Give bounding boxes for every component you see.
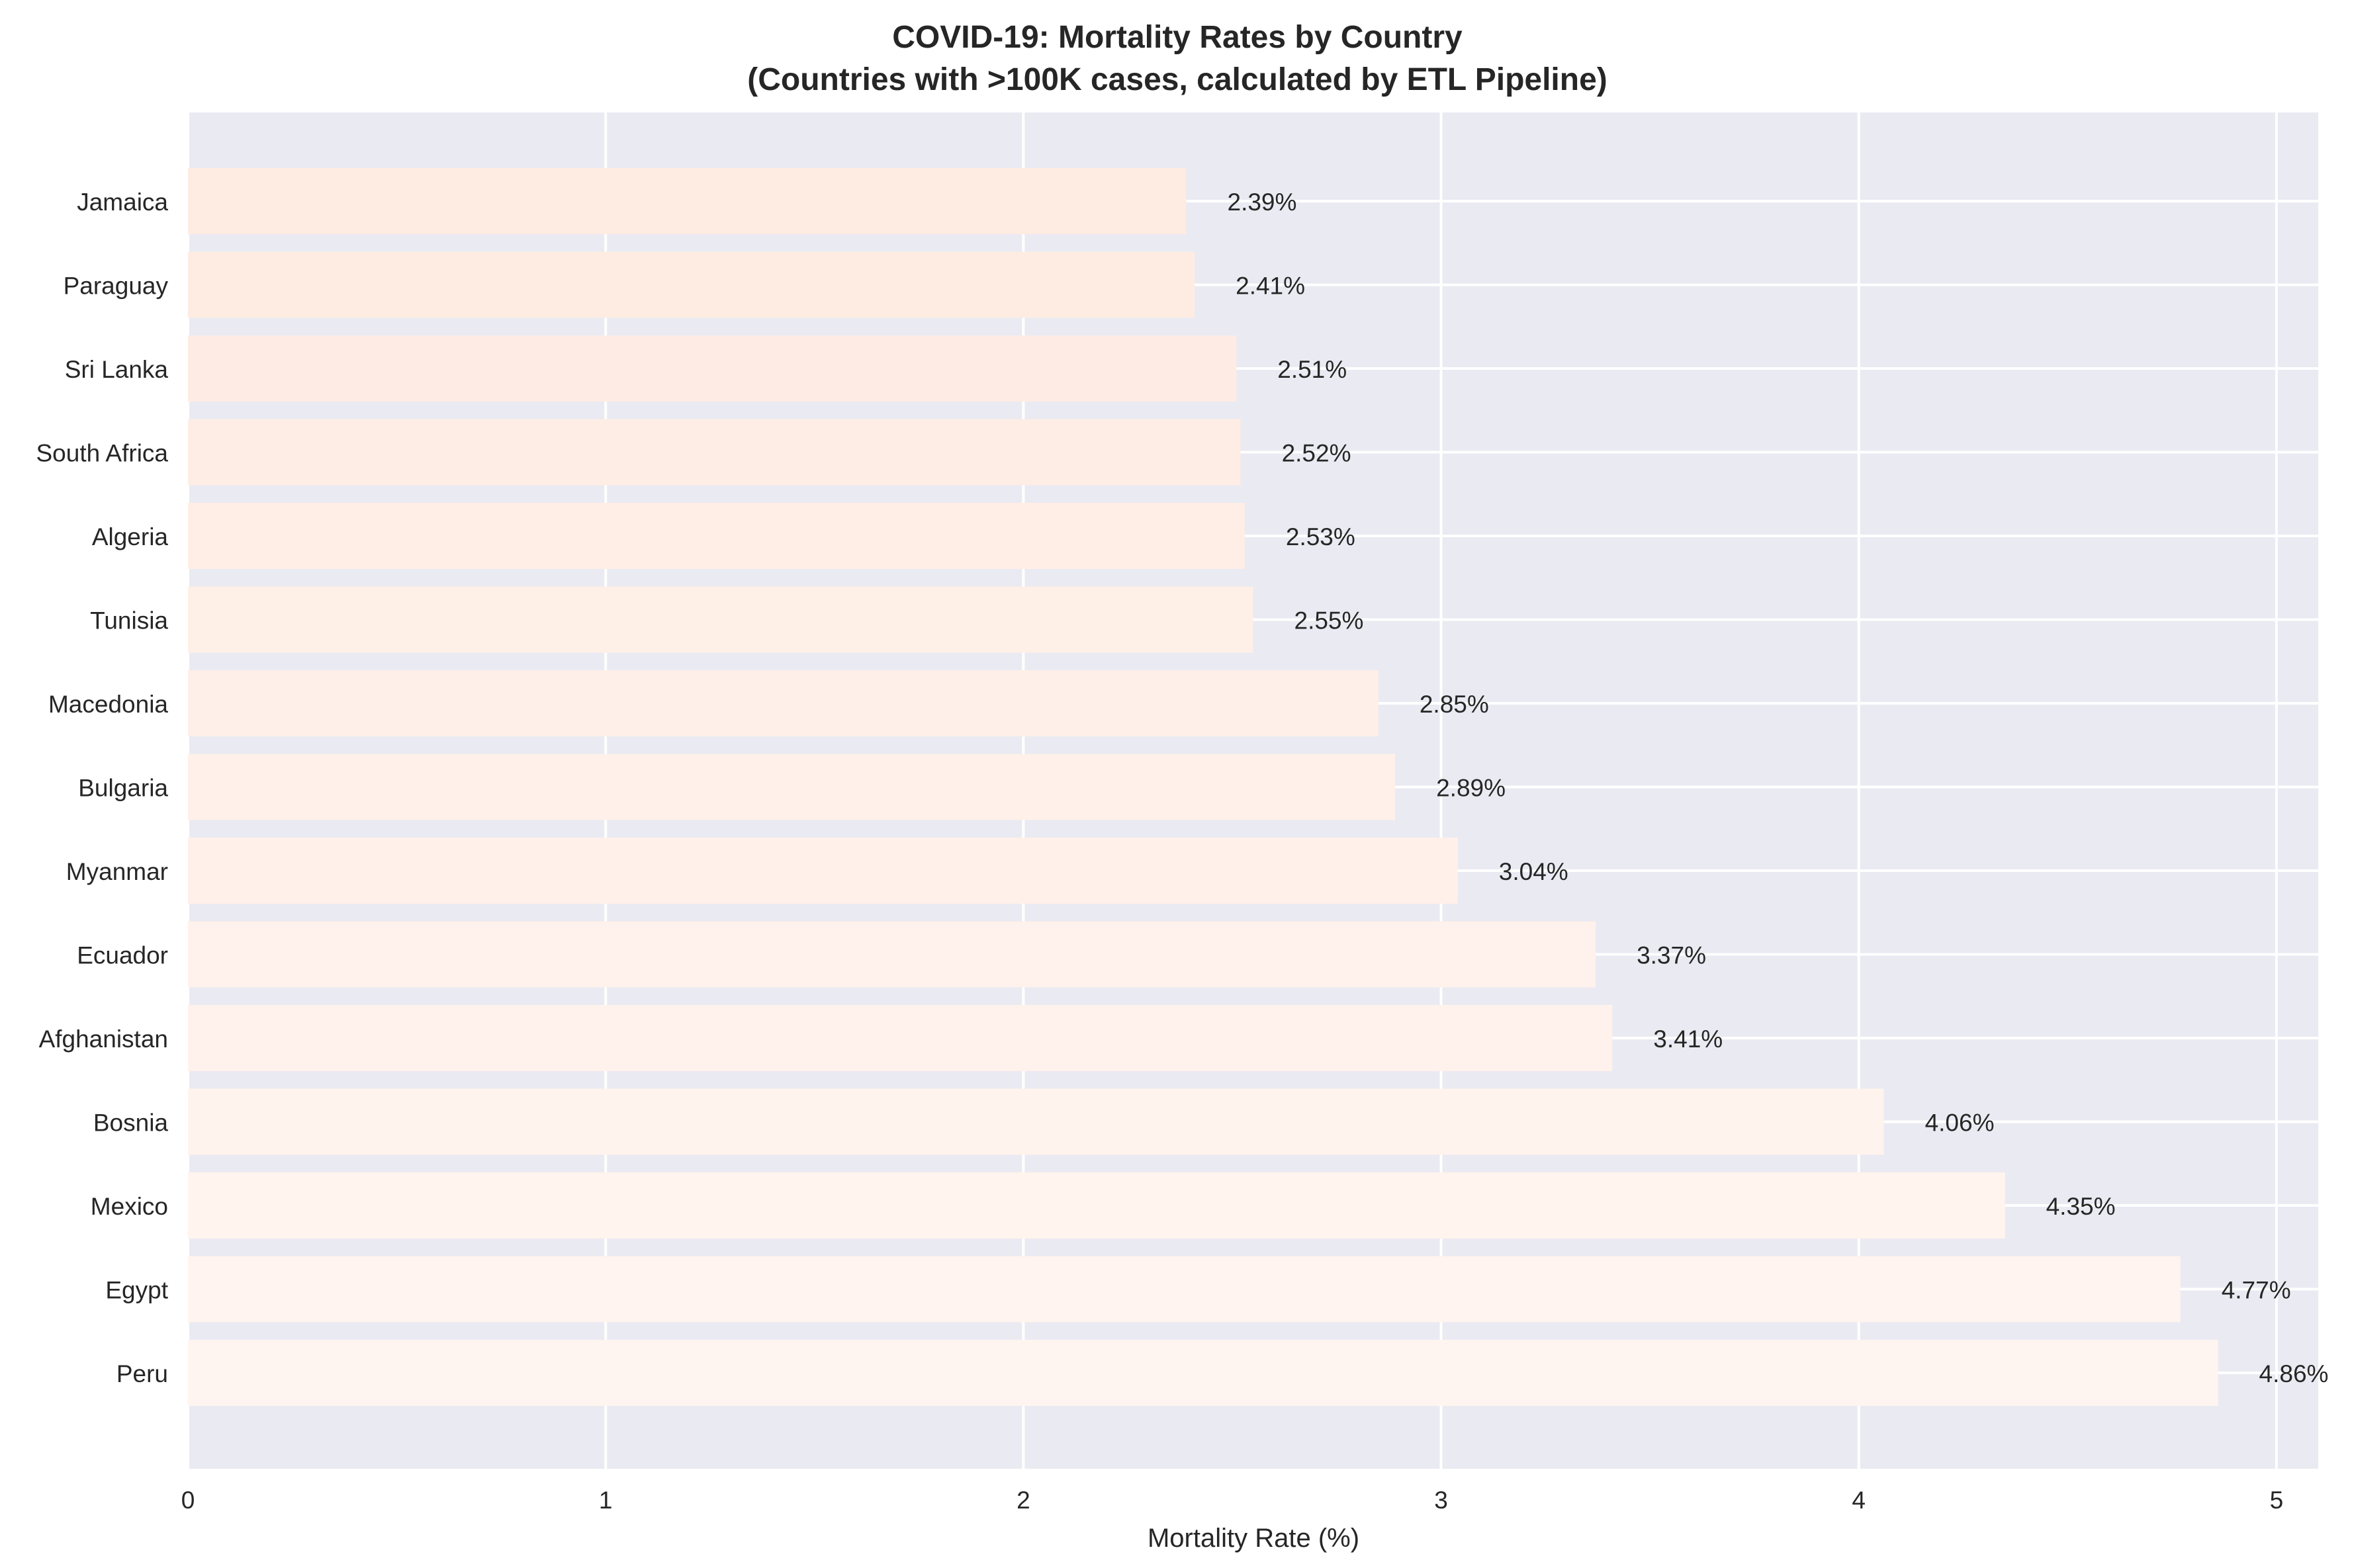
value-label: 4.86% bbox=[2259, 1360, 2329, 1387]
x-tick-label: 5 bbox=[2270, 1487, 2284, 1514]
y-tick-labels: Jamaica Paraguay Sri Lanka South Africa Alge… bbox=[36, 189, 168, 1387]
bar bbox=[188, 670, 1379, 736]
bar bbox=[188, 1088, 1884, 1155]
bar bbox=[188, 168, 1187, 234]
y-tick-label: Algeria bbox=[92, 523, 169, 550]
y-tick-label: Sri Lanka bbox=[65, 356, 169, 383]
value-label: 4.77% bbox=[2222, 1277, 2291, 1304]
value-label: 2.85% bbox=[1420, 691, 1489, 718]
y-tick-label: Tunisia bbox=[90, 607, 168, 634]
bars bbox=[188, 168, 2218, 1406]
bar bbox=[188, 921, 1596, 988]
bar bbox=[188, 251, 1195, 318]
value-label: 4.06% bbox=[1925, 1110, 1995, 1137]
value-labels: 2.39% 2.41% 2.51% 2.52% 2.53% 2.55% 2.85% 2.89%… bbox=[1228, 189, 2329, 1387]
y-tick-label: Macedonia bbox=[48, 691, 168, 718]
value-label: 3.04% bbox=[1499, 858, 1568, 885]
y-tick-label: Mexico bbox=[91, 1193, 168, 1220]
x-tick-label: 4 bbox=[1852, 1487, 1866, 1514]
y-tick-label: Bulgaria bbox=[78, 775, 168, 802]
value-label: 2.41% bbox=[1236, 273, 1305, 300]
value-label: 2.39% bbox=[1228, 189, 1297, 216]
chart-title: COVID-19: Mortality Rates by Country bbox=[892, 20, 1463, 55]
value-label: 4.35% bbox=[2046, 1193, 2116, 1220]
bar bbox=[188, 419, 1241, 486]
chart-subtitle: (Countries with >100K cases, calculated … bbox=[747, 62, 1607, 97]
y-tick-label: Jamaica bbox=[77, 189, 168, 216]
x-tick-label: 2 bbox=[1017, 1487, 1030, 1514]
bar bbox=[188, 1340, 2218, 1406]
y-tick-label: Bosnia bbox=[93, 1110, 169, 1137]
y-tick-label: South Africa bbox=[36, 440, 168, 467]
bar bbox=[188, 503, 1245, 569]
y-tick-label: Afghanistan bbox=[39, 1025, 168, 1053]
bar bbox=[188, 1256, 2181, 1323]
value-label: 2.52% bbox=[1282, 440, 1351, 467]
bar bbox=[188, 1005, 1613, 1071]
y-tick-label: Egypt bbox=[105, 1277, 168, 1304]
value-label: 2.51% bbox=[1277, 356, 1347, 383]
y-tick-label: Paraguay bbox=[64, 273, 169, 300]
value-label: 2.89% bbox=[1436, 775, 1506, 802]
x-tick-label: 3 bbox=[1434, 1487, 1448, 1514]
x-tick-label: 1 bbox=[599, 1487, 613, 1514]
value-label: 2.55% bbox=[1294, 607, 1364, 634]
x-tick-label: 0 bbox=[181, 1487, 195, 1514]
x-axis-label: Mortality Rate (%) bbox=[1148, 1524, 1359, 1553]
y-tick-label: Peru bbox=[116, 1360, 168, 1387]
y-tick-label: Ecuador bbox=[77, 942, 168, 969]
bar bbox=[188, 1172, 2005, 1239]
bar bbox=[188, 586, 1253, 653]
x-tick-labels: 0 1 2 3 4 5 bbox=[181, 1487, 2283, 1514]
value-label: 3.37% bbox=[1637, 942, 1706, 969]
bar bbox=[188, 335, 1237, 402]
value-label: 3.41% bbox=[1653, 1025, 1723, 1053]
bar bbox=[188, 754, 1396, 820]
bar bbox=[188, 838, 1458, 904]
value-label: 2.53% bbox=[1286, 523, 1355, 550]
y-tick-label: Myanmar bbox=[66, 858, 168, 885]
